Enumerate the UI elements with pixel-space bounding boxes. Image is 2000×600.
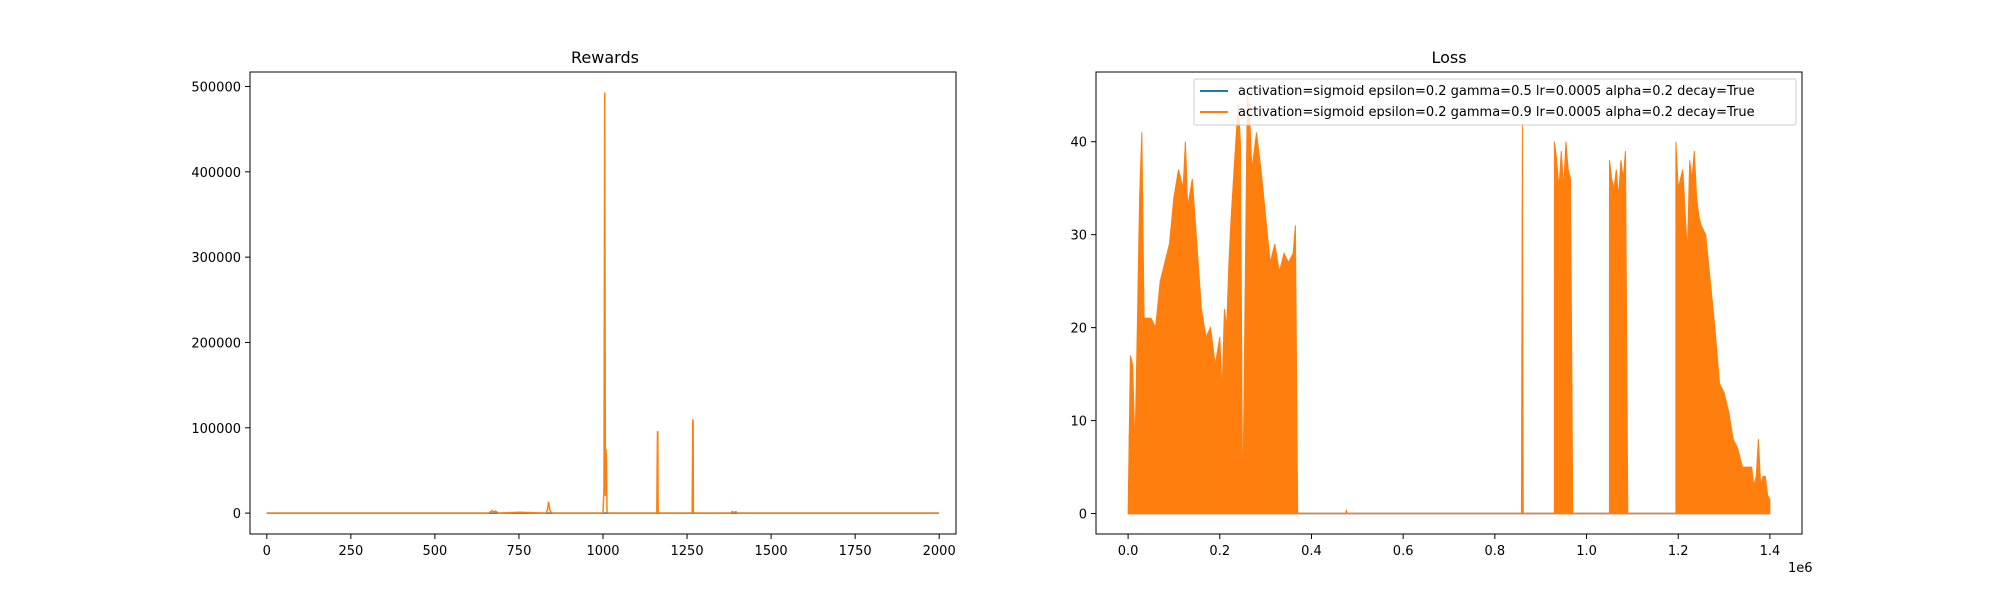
rewards-ytick-label: 100000 — [191, 422, 241, 437]
rewards-xtick-label: 250 — [338, 544, 363, 559]
rewards-xtick-label: 500 — [422, 544, 447, 559]
loss-xtick-label: 0.6 — [1393, 544, 1414, 559]
loss-chart: Loss 0.0 0.2 0.4 0.6 0.8 1.0 1.2 1.4 010203040 … — [1070, 48, 1812, 576]
rewards-xtick-label: 1750 — [839, 544, 872, 559]
loss-xtick-label: 0.8 — [1485, 544, 1506, 559]
rewards-xtick-label: 1500 — [755, 544, 788, 559]
loss-x-offset-label: 1e6 — [1788, 561, 1813, 576]
rewards-ytick-label: 200000 — [191, 336, 241, 351]
loss-ytick-label: 40 — [1070, 136, 1087, 151]
rewards-frame — [249, 71, 957, 535]
loss-ytick-label: 10 — [1070, 415, 1087, 430]
legend-label-gamma-0-5: activation=sigmoid epsilon=0.2 gamma=0.5… — [1238, 84, 1755, 99]
rewards-ytick-label: 500000 — [191, 81, 241, 96]
loss-xtick-label: 1.0 — [1576, 544, 1597, 559]
loss-xtick-label: 1.2 — [1668, 544, 1689, 559]
loss-xtick-label: 1.4 — [1760, 544, 1781, 559]
loss-y-axis: 0 10 20 30 40 — [1070, 136, 1096, 523]
rewards-xtick-label: 0 — [263, 544, 271, 559]
rewards-ytick-label: 0 — [233, 507, 241, 522]
rewards-xtick-label: 1000 — [586, 544, 619, 559]
loss-ytick-label: 30 — [1070, 229, 1087, 244]
loss-xtick-label: 0.4 — [1301, 544, 1322, 559]
rewards-xtick-label: 750 — [507, 544, 532, 559]
legend-label-gamma-0-9: activation=sigmoid epsilon=0.2 gamma=0.9… — [1238, 105, 1755, 120]
loss-plot-area — [1127, 95, 1771, 515]
loss-legend-box — [1193, 78, 1797, 126]
rewards-x-axis: 0 250 500 750 1000 1250 1500 1750 2000 — [263, 534, 956, 559]
loss-ytick-label: 0 — [1079, 508, 1087, 523]
rewards-y-axis: 0 100000 200000 300000 400000 500000 — [191, 81, 250, 522]
rewards-plot-area — [266, 92, 939, 514]
loss-title: Loss — [1431, 48, 1466, 67]
loss-ytick-label: 20 — [1070, 322, 1087, 337]
loss-xtick-label: 0.0 — [1118, 544, 1139, 559]
rewards-series-line-1 — [266, 92, 939, 514]
loss-xtick-label: 0.2 — [1209, 544, 1230, 559]
rewards-xtick-label: 1250 — [671, 544, 704, 559]
loss-legend: activation=sigmoid epsilon=0.2 gamma=0.5… — [1193, 78, 1797, 126]
loss-frame — [1095, 71, 1803, 535]
loss-x-axis: 0.0 0.2 0.4 0.6 0.8 1.0 1.2 1.4 — [1118, 534, 1781, 559]
rewards-ytick-label: 300000 — [191, 251, 241, 266]
rewards-chart: Rewards 0 250 500 750 1000 1250 1500 1750 2000 0… — [191, 48, 957, 559]
rewards-xtick-label: 2000 — [923, 544, 956, 559]
rewards-ytick-label: 400000 — [191, 166, 241, 181]
rewards-title: Rewards — [571, 48, 639, 67]
